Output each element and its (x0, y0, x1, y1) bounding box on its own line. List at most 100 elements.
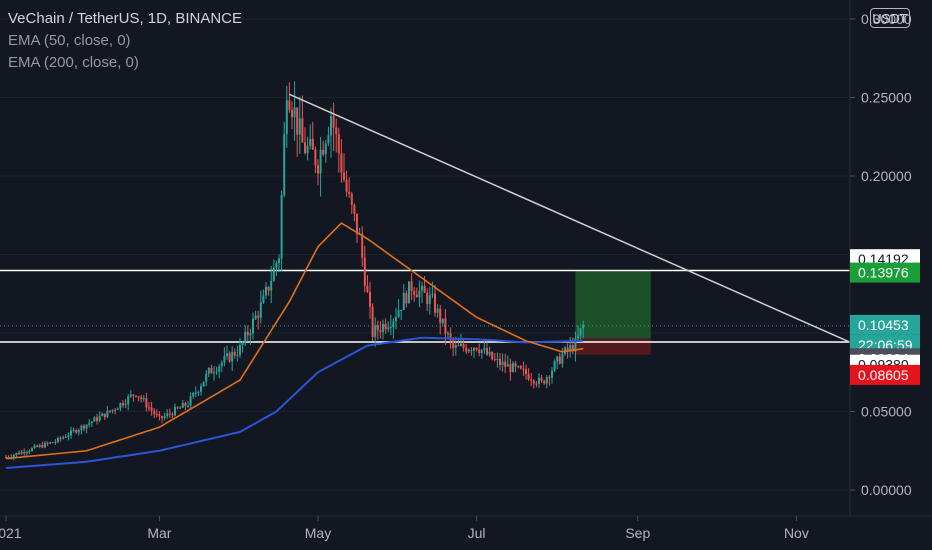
candle-body (434, 293, 436, 313)
candle-body (389, 326, 392, 328)
candle-body (441, 318, 444, 324)
candle-body (179, 407, 182, 409)
candle-body (371, 306, 374, 337)
x-tick-label: Sep (625, 525, 650, 541)
candle-body (106, 410, 109, 418)
candle-body (267, 286, 270, 291)
candle-body (569, 345, 572, 351)
y-tick-label: 0.00000 (861, 482, 912, 498)
candle-body (525, 369, 527, 375)
candle-body (202, 381, 205, 387)
candle-body (356, 213, 358, 235)
candle-body (418, 290, 421, 298)
candle-body (577, 335, 579, 339)
candle-body (361, 233, 364, 258)
price-tag-current (850, 314, 920, 335)
candle-body (36, 445, 39, 447)
candle-body (332, 116, 335, 128)
candle-body (522, 368, 525, 370)
x-tick-label: Mar (147, 525, 171, 541)
price-tag-label: 0.13976 (858, 265, 909, 281)
price-tag-green (850, 262, 920, 283)
candle-body (236, 354, 239, 356)
descending-trendline[interactable] (289, 93, 873, 353)
candle-body (220, 362, 223, 367)
candle-body (340, 153, 343, 173)
currency-unit-badge[interactable]: USDT (870, 8, 910, 28)
time-axis[interactable]: 2021 Mar May Jul Sep Nov (0, 516, 809, 541)
candle-body (473, 347, 475, 351)
candle-body (124, 404, 127, 406)
candle-body (184, 403, 187, 406)
candle-body (153, 410, 156, 414)
candle-body (158, 414, 161, 417)
candle-body (5, 457, 7, 459)
candle-body (168, 413, 171, 415)
grid (0, 18, 850, 491)
candle-body (402, 293, 405, 310)
candle-body (551, 370, 553, 378)
candle-body (257, 315, 260, 318)
candle-body (228, 353, 231, 362)
candle-body (439, 308, 442, 324)
horizontal-levels[interactable] (0, 269, 850, 343)
candle-body (561, 354, 564, 364)
candle-body (480, 349, 483, 353)
candle-body (207, 368, 210, 374)
candle-body (176, 407, 179, 409)
candle-body (127, 396, 130, 405)
candle-body (70, 430, 72, 436)
candle-body (59, 437, 62, 439)
candle-body (530, 379, 533, 381)
candle-body (395, 316, 397, 322)
candle-body (23, 451, 26, 454)
candle-body (213, 372, 215, 374)
candle-body (486, 348, 488, 355)
candle-body (254, 315, 257, 319)
candle-body (324, 143, 327, 155)
candle-body (140, 397, 143, 400)
candle-body (543, 380, 546, 384)
ema50-legend[interactable]: EMA (50, close, 0) (8, 32, 131, 49)
profit-zone[interactable] (575, 270, 651, 339)
candle-body (444, 318, 447, 334)
candle-body (51, 442, 54, 444)
candle-body (512, 363, 514, 372)
candle-body (246, 331, 249, 336)
candle-body (181, 403, 184, 408)
candle-body (275, 263, 278, 268)
stop-loss-zone[interactable] (575, 338, 651, 355)
candle-body (410, 281, 413, 291)
candle-body (166, 413, 169, 417)
candle-body (270, 280, 273, 291)
candle-body (499, 358, 501, 366)
ema-lines (5, 222, 584, 469)
candle-body (197, 391, 200, 393)
candle-body (353, 204, 356, 214)
candle-body (12, 454, 15, 458)
candle-body (343, 172, 345, 180)
candle-body (200, 386, 202, 392)
candle-body (491, 351, 494, 360)
trendline[interactable] (289, 93, 873, 353)
long-position-tool[interactable] (0, 270, 850, 355)
candle-body (171, 414, 174, 416)
candle-body (262, 295, 265, 303)
candle-body (382, 323, 384, 332)
candle-body (540, 377, 543, 381)
candle-body (31, 447, 33, 452)
ema200-legend[interactable]: EMA (200, close, 0) (8, 54, 139, 71)
candle-body (527, 374, 530, 380)
candle-body (553, 361, 556, 371)
candle-body (298, 118, 301, 135)
symbol-title[interactable]: VeChain / TetherUS, 1D, BINANCE (8, 10, 242, 27)
candle-body (280, 195, 283, 259)
candle-body (259, 302, 262, 318)
candle-body (98, 416, 101, 421)
candle-body (579, 328, 582, 336)
candle-body (449, 333, 452, 341)
candle-body (421, 285, 423, 291)
candle-body (189, 396, 192, 406)
y-tick-label: 0.05000 (861, 404, 912, 420)
